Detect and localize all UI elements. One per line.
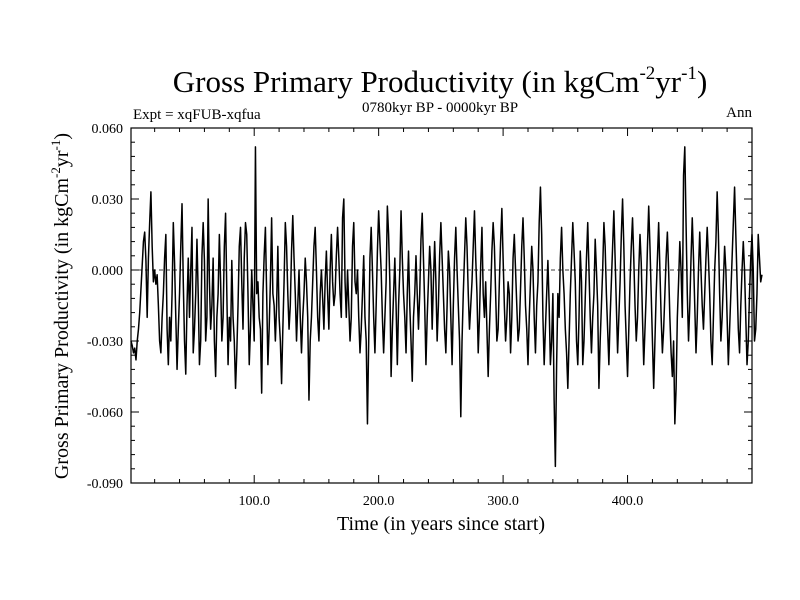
chart-title-sup1: -2 [639, 63, 655, 84]
y-tick-label-5: -0.090 [87, 477, 123, 492]
experiment-label: Expt = xqFUB-xqfua [133, 107, 261, 123]
x-tick-label-3: 400.0 [612, 494, 644, 509]
season-label: Ann [726, 105, 752, 121]
series-line-0 [130, 146, 763, 468]
y-axis-label: Gross Primary Productivity (in kgCm-2yr-… [48, 133, 73, 479]
y-axis-label-sup1: -2 [48, 167, 63, 178]
x-tick-label-2: 300.0 [487, 494, 519, 509]
x-axis-label: Time (in years since start) [337, 513, 545, 535]
chart-title-end: ) [697, 64, 707, 99]
y-axis-label-main: Gross Primary Productivity (in kgCm [51, 178, 73, 480]
period-label: 0780kyr BP - 0000kyr BP [362, 100, 518, 116]
y-tick-label-3: -0.030 [87, 335, 123, 350]
chart-title-sup2: -1 [681, 63, 697, 84]
y-tick-label-2: 0.000 [92, 264, 124, 279]
y-axis-label-sup2: -1 [48, 140, 63, 151]
x-tick-label-0: 100.0 [238, 494, 270, 509]
plot-frame [130, 127, 753, 484]
chart-title-main: Gross Primary Productivity (in kgCm [173, 64, 640, 99]
y-tick-label-1: 0.030 [92, 193, 124, 208]
chart-title-mid: yr [655, 64, 682, 99]
y-tick-label-0: 0.060 [92, 122, 124, 137]
x-tick-label-1: 200.0 [363, 494, 395, 509]
labels-layer: 100.0 200.0 300.0 400.0 0.060 0.030 0.000 -0.03… [87, 122, 643, 509]
y-axis-label-mid: yr [51, 150, 73, 167]
series-layer [130, 146, 763, 468]
y-tick-label-4: -0.060 [87, 406, 123, 421]
y-axis-label-end: ) [51, 133, 73, 140]
ticks-layer [131, 127, 752, 484]
chart-title: Gross Primary Productivity (in kgCm-2yr-… [173, 63, 708, 99]
